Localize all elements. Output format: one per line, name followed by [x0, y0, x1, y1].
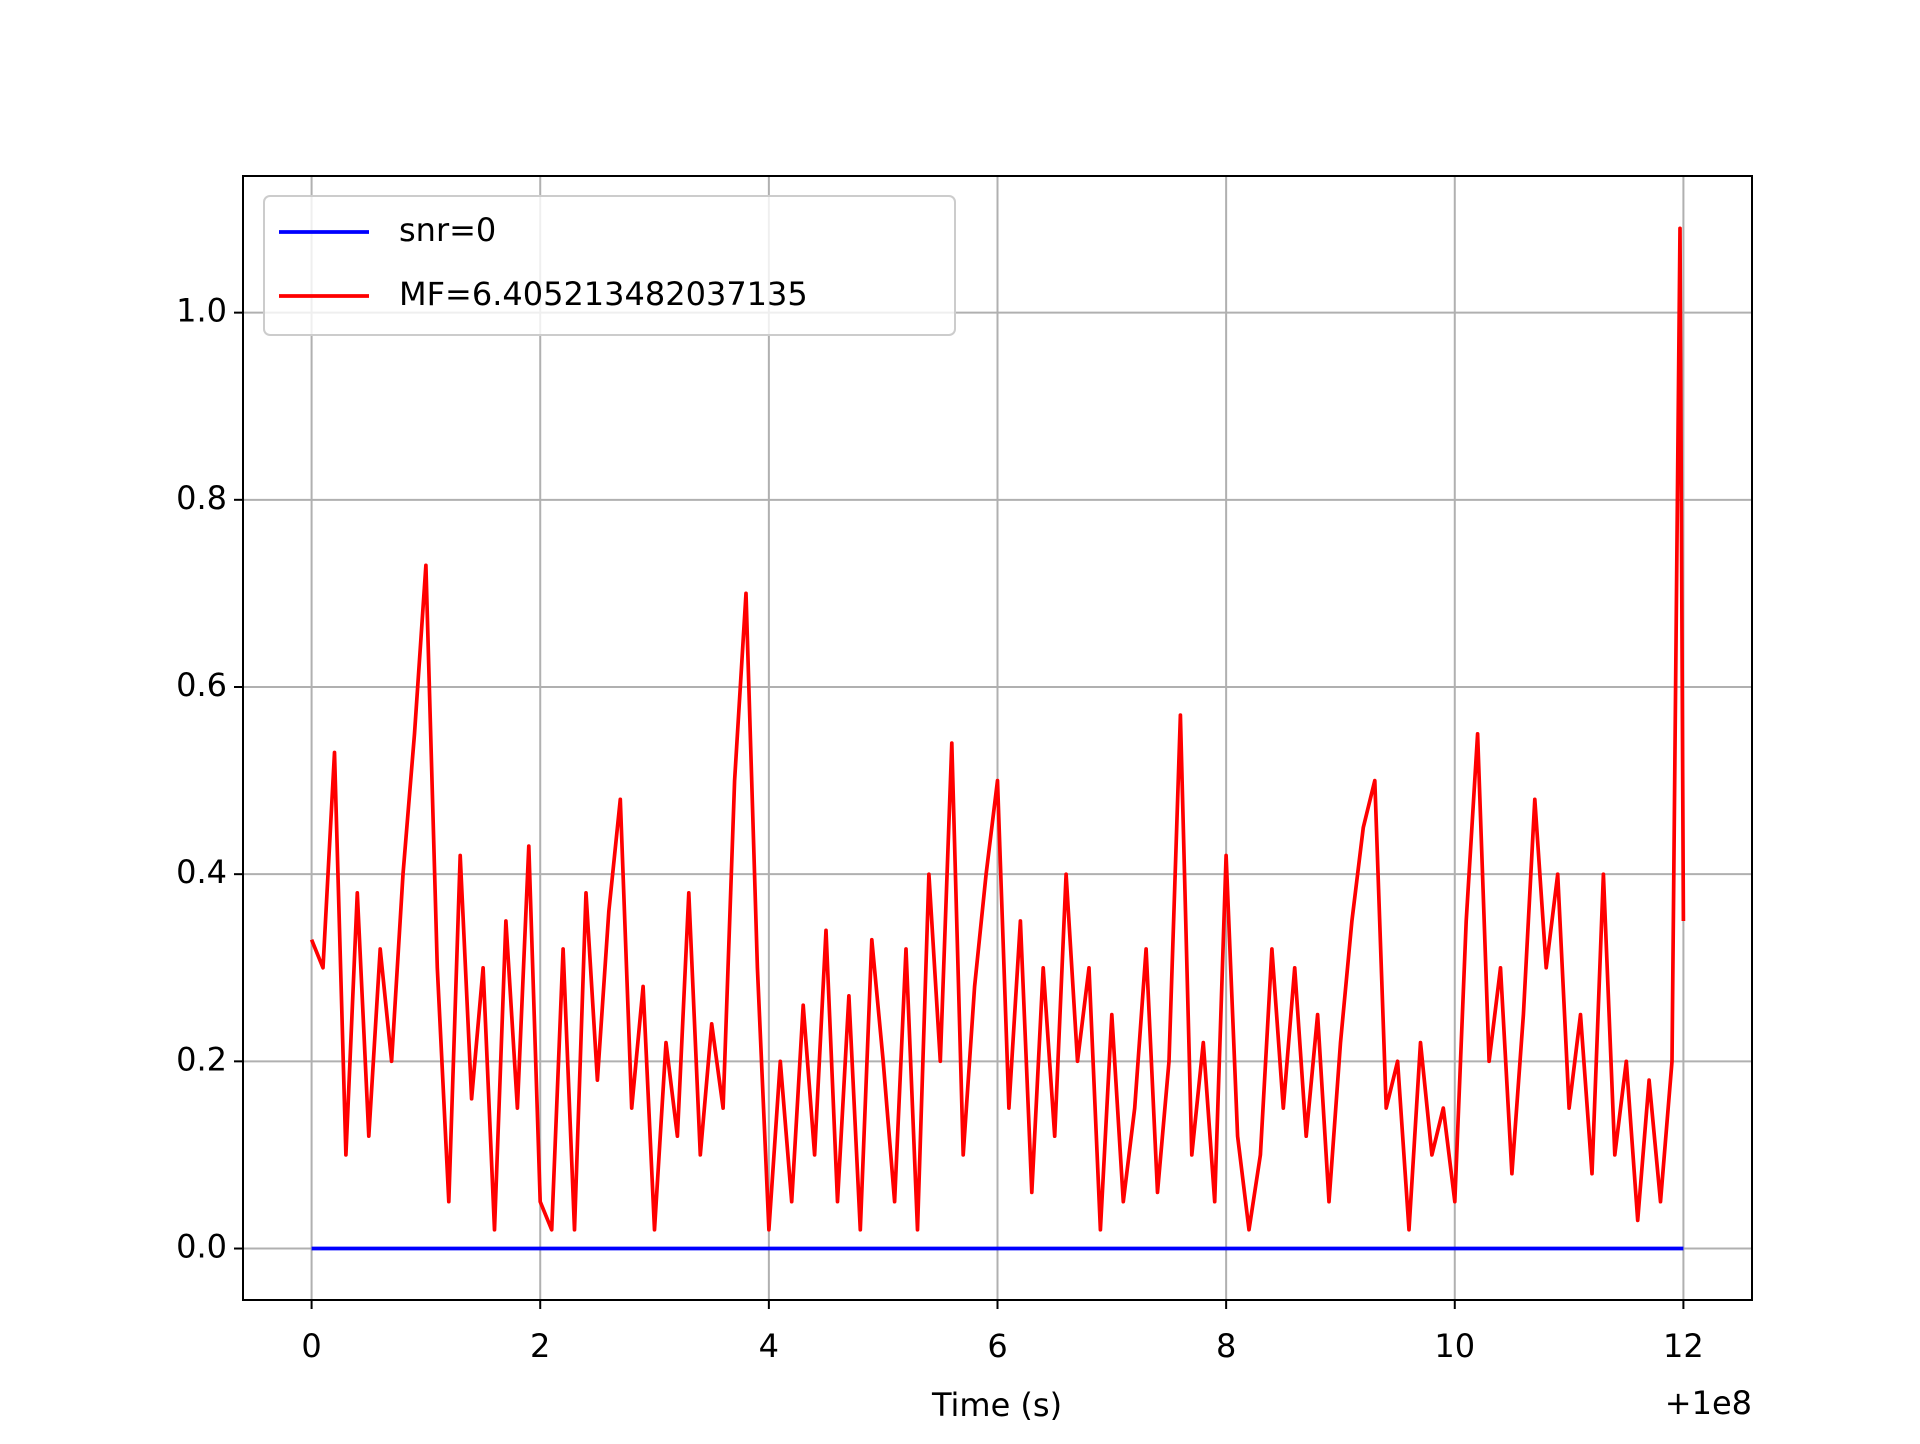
legend: snr=0 MF=6.405213482037135 [263, 195, 956, 336]
x-tick-label: 0 [301, 1327, 321, 1365]
x-axis-label: Time (s) [931, 1386, 1062, 1424]
y-tick-label: 0.2 [176, 1040, 227, 1078]
x-tick-label: 2 [530, 1327, 550, 1365]
x-offset-label: +1e8 [1665, 1384, 1752, 1422]
axes-frame [242, 175, 1753, 1301]
y-tick-label: 0.4 [176, 853, 227, 891]
legend-label: snr=0 [399, 211, 496, 249]
y-tick-label: 1.0 [176, 292, 227, 330]
y-tick-label: 0.8 [176, 479, 227, 517]
x-tick-label: 10 [1434, 1327, 1475, 1365]
x-tick-label: 12 [1663, 1327, 1704, 1365]
x-tick-label: 8 [1216, 1327, 1236, 1365]
y-tick-label: 0.6 [176, 666, 227, 704]
data-line [309, 226, 1686, 1232]
legend-box [263, 195, 956, 336]
x-tick-label: 4 [759, 1327, 779, 1365]
y-tick-label: 0.0 [176, 1228, 227, 1266]
x-tick-label: 6 [987, 1327, 1007, 1365]
legend-label: MF=6.405213482037135 [399, 275, 808, 313]
